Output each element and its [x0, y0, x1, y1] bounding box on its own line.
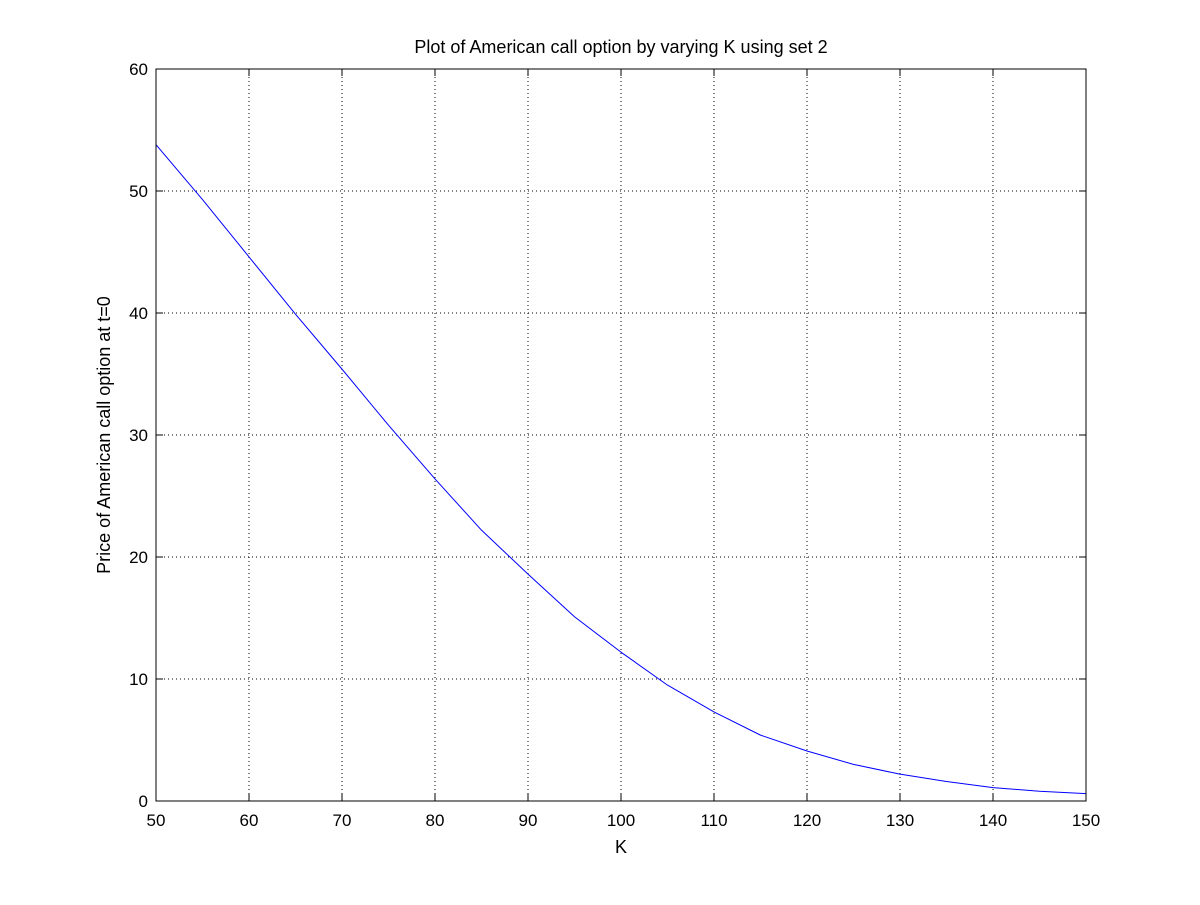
y-tick-labels: 0 10 20 30 40 50 60	[129, 60, 148, 811]
x-tick-label: 130	[886, 811, 914, 830]
y-tick-label: 40	[129, 304, 148, 323]
grid	[156, 69, 1086, 801]
x-tick-label: 70	[333, 811, 352, 830]
x-tick-label: 80	[426, 811, 445, 830]
x-tick-label: 90	[519, 811, 538, 830]
y-tick-label: 10	[129, 670, 148, 689]
series-line	[155, 144, 1087, 795]
chart-title: Plot of American call option by varying …	[414, 37, 827, 57]
x-tick-label: 50	[147, 811, 166, 830]
x-tick-label: 110	[700, 811, 727, 830]
y-tick-label: 0	[139, 792, 148, 811]
x-tick-label: 60	[240, 811, 259, 830]
y-axis-title: Price of American call option at t=0	[94, 296, 114, 574]
x-tick-label: 120	[793, 811, 821, 830]
tick-marks	[155, 68, 1087, 802]
series-layer	[155, 144, 1087, 795]
y-tick-label: 60	[129, 60, 148, 79]
x-tick-label: 100	[607, 811, 635, 830]
y-tick-label: 30	[129, 426, 148, 445]
y-tick-label: 50	[129, 182, 148, 201]
x-tick-labels: 50 60 70 80 90 100 110 120 130 140 150	[147, 811, 1101, 830]
x-tick-label: 140	[979, 811, 1007, 830]
x-tick-label: 150	[1072, 811, 1100, 830]
x-axis-title: K	[615, 837, 627, 857]
y-tick-label: 20	[129, 548, 148, 567]
